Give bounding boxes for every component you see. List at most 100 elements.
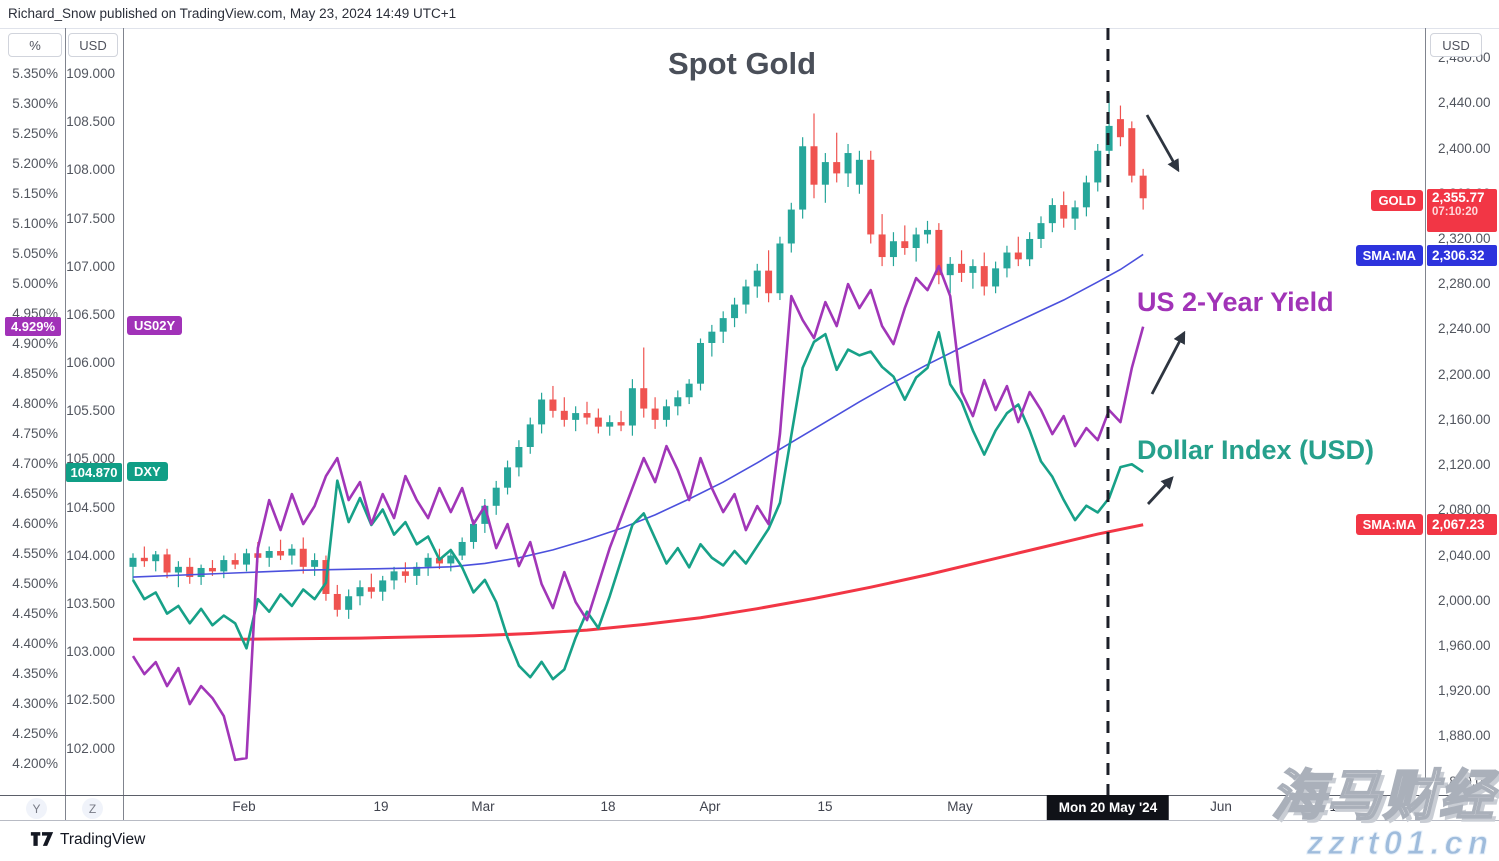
candle-body — [878, 234, 886, 258]
gold-bar-countdown: 07:10:20 — [1432, 206, 1479, 218]
time-axis[interactable]: Mon 20 May '24 Feb19Mar18Apr15May13Jun17 — [0, 795, 1499, 820]
gold-last-price-label: 2,355.77 07:10:20 — [1427, 189, 1497, 232]
candle-body — [265, 551, 273, 558]
candle-body — [628, 388, 636, 426]
candle-body — [810, 146, 818, 185]
axis-tick-label: 4.300% — [12, 696, 58, 712]
dxy-line[interactable] — [131, 330, 1144, 681]
usd-axis-divider — [123, 28, 124, 820]
tradingview-logo-icon[interactable] — [30, 830, 54, 848]
candle-body — [1094, 150, 1102, 183]
candle-body — [958, 263, 966, 273]
axis-tick-label: 5.300% — [12, 96, 58, 112]
gold-series-tag[interactable]: GOLD — [1371, 190, 1423, 211]
candle-body — [1003, 252, 1011, 269]
candle-body — [776, 243, 784, 294]
candle-body — [186, 566, 194, 578]
time-axis-bottom-border — [0, 820, 1499, 821]
plot-area[interactable] — [123, 28, 1425, 795]
axis-tick-label: 2,400.00 — [1438, 140, 1491, 156]
candle-body — [1071, 207, 1079, 219]
candle-body — [129, 557, 137, 567]
z-axis-setting-button[interactable]: Z — [82, 798, 103, 819]
sma-slow-line[interactable] — [133, 523, 1144, 641]
candle-body — [821, 162, 829, 185]
sma-fast-tag[interactable]: SMA:MA — [1355, 245, 1423, 266]
candle-body — [379, 580, 387, 592]
candle-body — [889, 241, 897, 258]
right-axis-divider — [1425, 28, 1426, 820]
axis-tick-label: 104.000 — [66, 547, 115, 563]
axis-tick-label: 107.000 — [66, 258, 115, 274]
axis-tick-label: 104.500 — [66, 499, 115, 515]
axis-tick-label: 108.500 — [66, 114, 115, 130]
us02y-value-label: 4.929% — [5, 317, 61, 336]
y-axis-setting-button[interactable]: Y — [26, 798, 47, 819]
time-tick-label: Mar — [471, 799, 495, 814]
candle-body — [515, 447, 523, 468]
sma-slow-tag[interactable]: SMA:MA — [1355, 514, 1423, 535]
axis-tick-label: 5.200% — [12, 156, 58, 172]
attribution-text: Richard_Snow published on TradingView.co… — [8, 6, 457, 21]
candle-body — [1128, 128, 1136, 176]
axis-tick-label: 2,440.00 — [1438, 95, 1491, 111]
candle-body — [299, 548, 307, 567]
candle-body — [992, 268, 1000, 287]
candle-body — [208, 567, 216, 572]
candle-body — [924, 229, 931, 235]
candle-body — [867, 159, 875, 235]
time-tick-label: Apr — [699, 799, 721, 814]
chart-title: Spot Gold — [667, 46, 817, 81]
axis-tick-label: 105.500 — [66, 403, 115, 419]
candle-body — [390, 571, 398, 581]
candle-body — [912, 234, 920, 249]
axis-tick-label: 105.000 — [66, 451, 115, 467]
dxy-value-label: 104.870 — [66, 463, 122, 482]
candle-body — [311, 560, 319, 567]
axis-tick-label: 4.400% — [12, 636, 58, 652]
axis-tick-label: 4.750% — [12, 426, 58, 442]
candle-body — [163, 554, 171, 573]
axis-tick-label: 5.350% — [12, 66, 58, 82]
axis-tick-label: 5.000% — [12, 276, 58, 292]
usd-right-axis-mode-button[interactable]: USD — [1430, 33, 1482, 57]
axis-tick-label: 4.650% — [12, 486, 58, 502]
axis-tick-label: 103.000 — [66, 644, 115, 660]
axis-tick-label: 4.550% — [12, 546, 58, 562]
candle-body — [901, 241, 909, 249]
candle-body — [424, 557, 432, 567]
usd-left-axis-mode-button[interactable]: USD — [68, 33, 118, 57]
candle-body — [231, 560, 239, 565]
footer-bar: TradingView — [0, 821, 1499, 857]
gold-price-axis[interactable]: 2,480.002,440.002,400.002,360.002,320.00… — [1425, 0, 1499, 795]
percent-axis-mode-button[interactable]: % — [8, 33, 62, 57]
gold-candles[interactable] — [129, 93, 1147, 619]
candle-body — [719, 318, 727, 332]
sma-fast-line[interactable] — [132, 253, 1144, 578]
candle-body — [1060, 205, 1068, 219]
candle-body — [356, 587, 364, 597]
candle-body — [651, 408, 659, 420]
axis-tick-label: 4.800% — [12, 396, 58, 412]
percent-price-axis[interactable]: 5.350% 5.300% 5.250% 5.200% 5.150% 5.100% 5.05… — [0, 0, 65, 795]
sma-fast-value-label: 2,306.32 — [1427, 245, 1497, 266]
us02y-line[interactable] — [131, 264, 1145, 762]
candle-body — [288, 548, 296, 556]
candle-body — [674, 397, 682, 407]
candle-body — [333, 593, 341, 610]
us02y-series-tag[interactable]: US02Y — [127, 316, 183, 335]
candle-body — [401, 571, 409, 576]
dxy-series-tag[interactable]: DXY — [127, 462, 168, 481]
candle-body — [152, 554, 160, 562]
tradingview-brand-text[interactable]: TradingView — [60, 831, 146, 848]
axis-tick-label: 2,040.00 — [1438, 547, 1491, 563]
candle-body — [799, 146, 807, 210]
candle-body — [526, 424, 534, 448]
candle-body — [844, 153, 852, 174]
dxy-price-axis[interactable]: 109.000 108.500 108.000 107.500 107.000 106.5… — [65, 0, 123, 795]
candle-body — [458, 541, 466, 556]
candle-body — [140, 557, 148, 562]
axis-tick-label: 2,320.00 — [1438, 230, 1491, 246]
axis-tick-label: 5.050% — [12, 246, 58, 262]
